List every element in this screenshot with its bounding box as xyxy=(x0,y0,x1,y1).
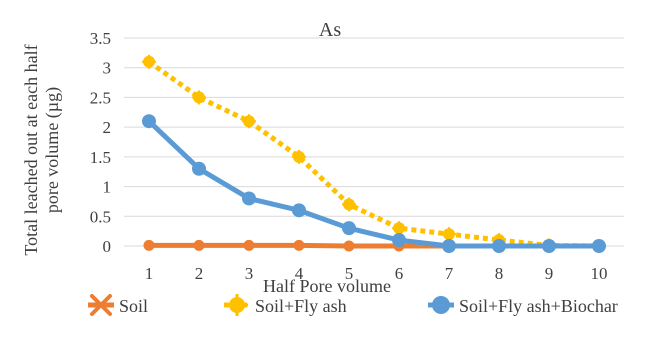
legend-item-soil-fly-ash-biochar: Soil+Fly ash+Biochar xyxy=(428,296,618,316)
y-axis-label: Total leached out at each half pore volu… xyxy=(21,44,63,255)
legend-item-soil-fly-ash: Soil+Fly ash xyxy=(224,294,347,316)
x-tick-label: 7 xyxy=(445,264,454,283)
data-point-soil-fly-ash-biochar xyxy=(492,239,506,253)
y-tick-label: 1 xyxy=(103,178,112,197)
x-axis-tick-labels: 1 2 3 4 5 6 7 8 9 10 xyxy=(145,264,608,283)
data-point-soil xyxy=(193,239,205,251)
y-tick-label: 0.5 xyxy=(90,207,111,226)
data-point-soil-fly-ash-biochar xyxy=(542,239,556,253)
data-point-soil-fly-ash xyxy=(342,197,356,212)
data-point-soil-fly-ash-biochar xyxy=(392,233,406,248)
legend: Soil Soil+Fly ash Soil+Fly ash+Biochar xyxy=(88,294,618,316)
y-tick-label: 1.5 xyxy=(90,148,111,167)
series-line-soil-fly-ash-biochar xyxy=(146,118,602,249)
y-axis-tick-labels: 0 0.5 1 1.5 2 2.5 3 3.5 xyxy=(90,29,111,256)
gridlines xyxy=(124,37,624,247)
series-line-soil-fly-ash xyxy=(147,59,600,249)
x-tick-label: 1 xyxy=(145,264,154,283)
y-tick-label: 3 xyxy=(103,59,112,78)
x-tick-label: 2 xyxy=(195,264,204,283)
legend-label: Soil+Fly ash xyxy=(255,296,347,316)
legend-marker-circle-icon xyxy=(432,296,450,314)
y-tick-label: 2 xyxy=(103,118,112,137)
legend-label: Soil xyxy=(119,296,148,316)
data-point-soil-fly-ash-biochar xyxy=(592,239,606,253)
x-tick-label: 9 xyxy=(545,264,554,283)
data-point-soil-fly-ash xyxy=(142,54,156,69)
data-point-soil-fly-ash-biochar xyxy=(292,203,306,218)
data-point-soil xyxy=(143,239,155,251)
y-tick-label: 3.5 xyxy=(90,29,111,48)
data-point-soil-fly-ash xyxy=(242,114,256,129)
data-point-soil-fly-ash-biochar xyxy=(192,161,206,176)
data-point-soil-fly-ash-biochar xyxy=(142,114,156,129)
data-point-soil xyxy=(343,240,355,252)
y-tick-label: 2.5 xyxy=(90,88,111,107)
data-series xyxy=(142,54,606,253)
x-tick-label: 4 xyxy=(295,264,304,283)
x-tick-label: 3 xyxy=(245,264,254,283)
data-point-soil-fly-ash xyxy=(292,149,306,164)
y-axis-label-line-1: Total leached out at each half xyxy=(21,44,41,255)
y-tick-label: 0 xyxy=(103,237,112,256)
data-point-soil-fly-ash-biochar xyxy=(242,191,256,206)
y-axis-label-line-2: pore volume (µg) xyxy=(42,87,63,213)
legend-label: Soil+Fly ash+Biochar xyxy=(459,296,618,316)
data-point-soil-fly-ash xyxy=(392,221,406,236)
data-point-soil-fly-ash xyxy=(192,90,206,105)
legend-item-soil: Soil xyxy=(88,294,148,316)
data-point-soil xyxy=(243,239,255,251)
legend-marker-x-icon xyxy=(90,294,112,316)
x-axis-label: Half Pore volume xyxy=(263,276,391,296)
data-point-soil-fly-ash-biochar xyxy=(442,239,456,253)
data-point-soil-fly-ash-biochar xyxy=(342,221,356,236)
x-tick-label: 10 xyxy=(591,264,608,283)
data-point-soil xyxy=(293,239,305,251)
x-tick-label: 5 xyxy=(345,264,354,283)
data-point-soil-fly-ash xyxy=(442,227,456,242)
chart-title: As xyxy=(319,19,341,41)
x-tick-label: 6 xyxy=(395,264,404,283)
x-tick-label: 8 xyxy=(495,264,504,283)
